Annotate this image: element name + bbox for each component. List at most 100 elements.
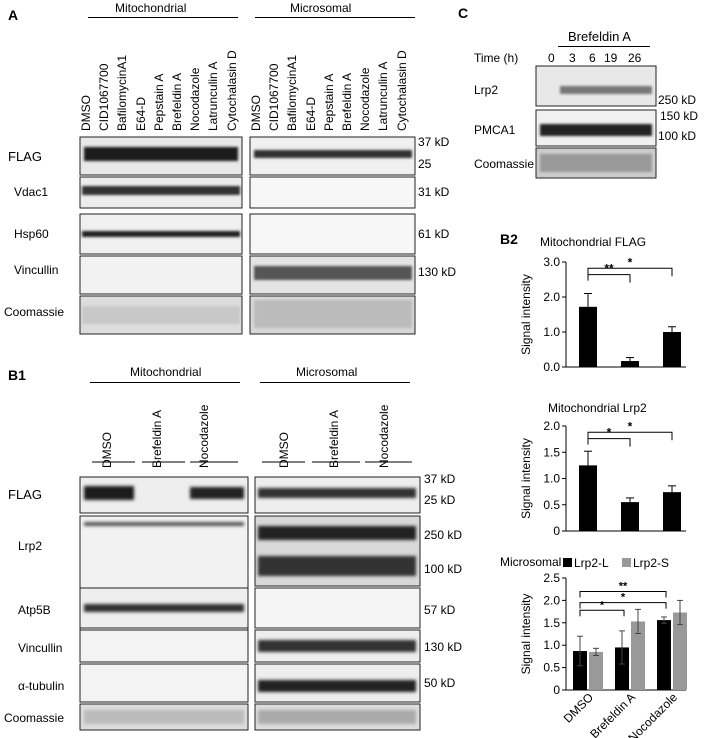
chart3-bar-Lrp2-L xyxy=(573,651,587,690)
panel-b1-group-micro-rule xyxy=(260,382,410,383)
panel-b1-marker-25: 25 kD xyxy=(424,493,456,507)
panel-b1-row-atp5b: Atp5B xyxy=(18,603,51,617)
panel-c-marker-250: 250 kD xyxy=(658,93,696,107)
panel-a-group-mito: Mitochondrial xyxy=(115,1,187,15)
panel-a-row-coomassie: Coomassie xyxy=(4,305,65,319)
chart3-bar-Lrp2-S xyxy=(589,651,603,690)
chart3-tick-label: 2.5 xyxy=(543,571,560,585)
chart3-bar-Lrp2-L xyxy=(615,647,629,690)
panel-c-time-19: 19 xyxy=(604,51,618,65)
panel-a-group-micro: Microsomal xyxy=(290,1,352,15)
panel-c-time-0: 0 xyxy=(548,51,555,65)
panel-c-time-3: 3 xyxy=(569,51,576,65)
panel-b1-group-micro: Microsomal xyxy=(296,365,358,379)
chart1-sig-star: ** xyxy=(604,262,614,276)
panel-a-marker-31: 31 kD xyxy=(418,185,450,199)
panel-c-letter: C xyxy=(458,5,469,21)
panel-a-row-flag: FLAG xyxy=(8,149,42,164)
panel-b1-marker-130: 130 kD xyxy=(424,640,462,654)
panel-c-row-coomassie: Coomassie xyxy=(474,157,535,171)
chart2-title: Mitochondrial Lrp2 xyxy=(548,401,647,415)
chart3-bar-Lrp2-S xyxy=(673,612,687,690)
panel-b1-group-mito: Mitochondrial xyxy=(130,365,202,379)
panel-a-marker-130: 130 kD xyxy=(418,265,456,279)
panel-b1-group-mito-rule xyxy=(90,382,240,383)
panel-b1-row-vincullin: Vincullin xyxy=(18,641,63,655)
panel-a-marker-61: 61 kD xyxy=(418,227,450,241)
chart2-tick-label: 2.0 xyxy=(543,419,560,433)
panel-c-treatment-rule xyxy=(558,46,650,47)
panel-b1-row-coomassie: Coomassie xyxy=(4,711,65,725)
panel-a-blots: 37 kD 25 31 kD 61 kD 130 kD xyxy=(79,135,456,335)
panel-b1-micro-blots xyxy=(254,476,421,731)
chart3-bar-Lrp2-L xyxy=(657,620,671,690)
panel-b1-lane-nocodazole-mito: Nocodazole xyxy=(197,404,211,468)
panel-c-row-pmca1: PMCA1 xyxy=(474,123,516,137)
chart3-category-label: DMSO xyxy=(561,690,596,725)
chart2-sig-star: * xyxy=(628,419,633,433)
panel-a-row-vdac1: Vdac1 xyxy=(14,185,49,199)
panel-b1-row-flag: FLAG xyxy=(8,487,42,502)
chart3-tick-label: 1.5 xyxy=(543,616,560,630)
chart3-tick-label: 1.0 xyxy=(543,638,560,652)
chart3-ylabel: Signal intensity xyxy=(519,594,533,675)
chart3-sig-star: * xyxy=(621,592,626,604)
chart2-tick-label: 0.5 xyxy=(543,498,560,512)
chart1-tick-label: 1.0 xyxy=(543,325,560,339)
panel-c-blots: 250 kD 150 kD 100 kD xyxy=(535,65,698,179)
panel-b1-marker-50: 50 kD xyxy=(424,676,456,690)
chart1-sig-bracket xyxy=(587,267,673,277)
chart1-sig-star: * xyxy=(628,255,633,269)
chart3-legend-s: Lrp2-S xyxy=(633,556,669,570)
panel-b1-lane-nocodazole-micro: Nocodazole xyxy=(377,404,391,468)
panel-b1-marker-100: 100 kD xyxy=(424,562,462,576)
chart3-title: Microsomal xyxy=(500,555,562,569)
chart3-sig-bracket xyxy=(579,609,625,617)
chart2-sig-bracket xyxy=(587,431,673,441)
panel-c-time-6: 6 xyxy=(589,51,596,65)
panel-c-time-label: Time (h) xyxy=(474,51,519,65)
panel-b1-row-lrp2: Lrp2 xyxy=(18,539,43,553)
chart3-tick-label: 0.5 xyxy=(543,661,560,675)
panel-a-marker-25: 25 xyxy=(418,157,432,171)
chart2-tick-label: 0 xyxy=(553,524,560,538)
panel-b1-mito-blots xyxy=(79,476,249,731)
panel-c-row-lrp2: Lrp2 xyxy=(474,83,499,97)
chart3-legend-swatch-s xyxy=(622,558,631,567)
chart3-bar-Lrp2-S xyxy=(631,621,645,690)
chart2-bar xyxy=(579,465,597,531)
chart2-sig-star: * xyxy=(607,426,612,440)
panel-a-mito-blots xyxy=(79,136,243,335)
chart2-bar xyxy=(621,502,639,531)
panel-b1-marker-37: 37 kD xyxy=(424,472,456,486)
chart2-bar xyxy=(663,492,681,531)
chart3-sig-bracket xyxy=(579,602,667,609)
chart1-tick-label: 0.0 xyxy=(543,360,560,374)
chart2: 0 0.5 1.0 1.5 2.0 Signal intensity * * xyxy=(519,419,686,538)
chart1-sig-bracket xyxy=(587,274,631,283)
chart1-bar xyxy=(663,332,681,367)
panel-c-marker-100: 100 kD xyxy=(658,129,696,143)
panel-b1-marker-57: 57 kD xyxy=(424,603,456,617)
chart2-sig-bracket xyxy=(587,438,631,447)
panel-c-treatment: Brefeldin A xyxy=(568,29,631,44)
chart3-tick-label: 0 xyxy=(553,683,560,697)
chart2-tick-label: 1.0 xyxy=(543,472,560,486)
panel-a-marker-37: 37 kD xyxy=(418,135,450,149)
chart1-tick-label: 3.0 xyxy=(543,255,560,269)
panel-b1-blots: 37 kD 25 kD 250 kD 100 kD 57 kD 130 kD 5… xyxy=(79,461,462,731)
chart1-bar xyxy=(621,361,639,367)
panel-c-time-26: 26 xyxy=(628,51,642,65)
chart1-ylabel: Signal intensity xyxy=(519,274,533,355)
panel-a-letter: A xyxy=(8,7,19,23)
chart3-legend-l: Lrp2-L xyxy=(574,556,609,570)
chart3-sig-star: * xyxy=(600,599,605,611)
chart2-ylabel: Signal intensity xyxy=(519,438,533,519)
panel-a-group-micro-rule xyxy=(255,17,415,18)
chart3-legend-swatch-l xyxy=(563,558,572,567)
chart1-title: Mitochondrial FLAG xyxy=(540,235,647,249)
panel-a-group-mito-rule xyxy=(88,17,238,18)
panel-b1-letter: B1 xyxy=(8,367,26,383)
chart3-sig-star: ** xyxy=(619,580,628,592)
